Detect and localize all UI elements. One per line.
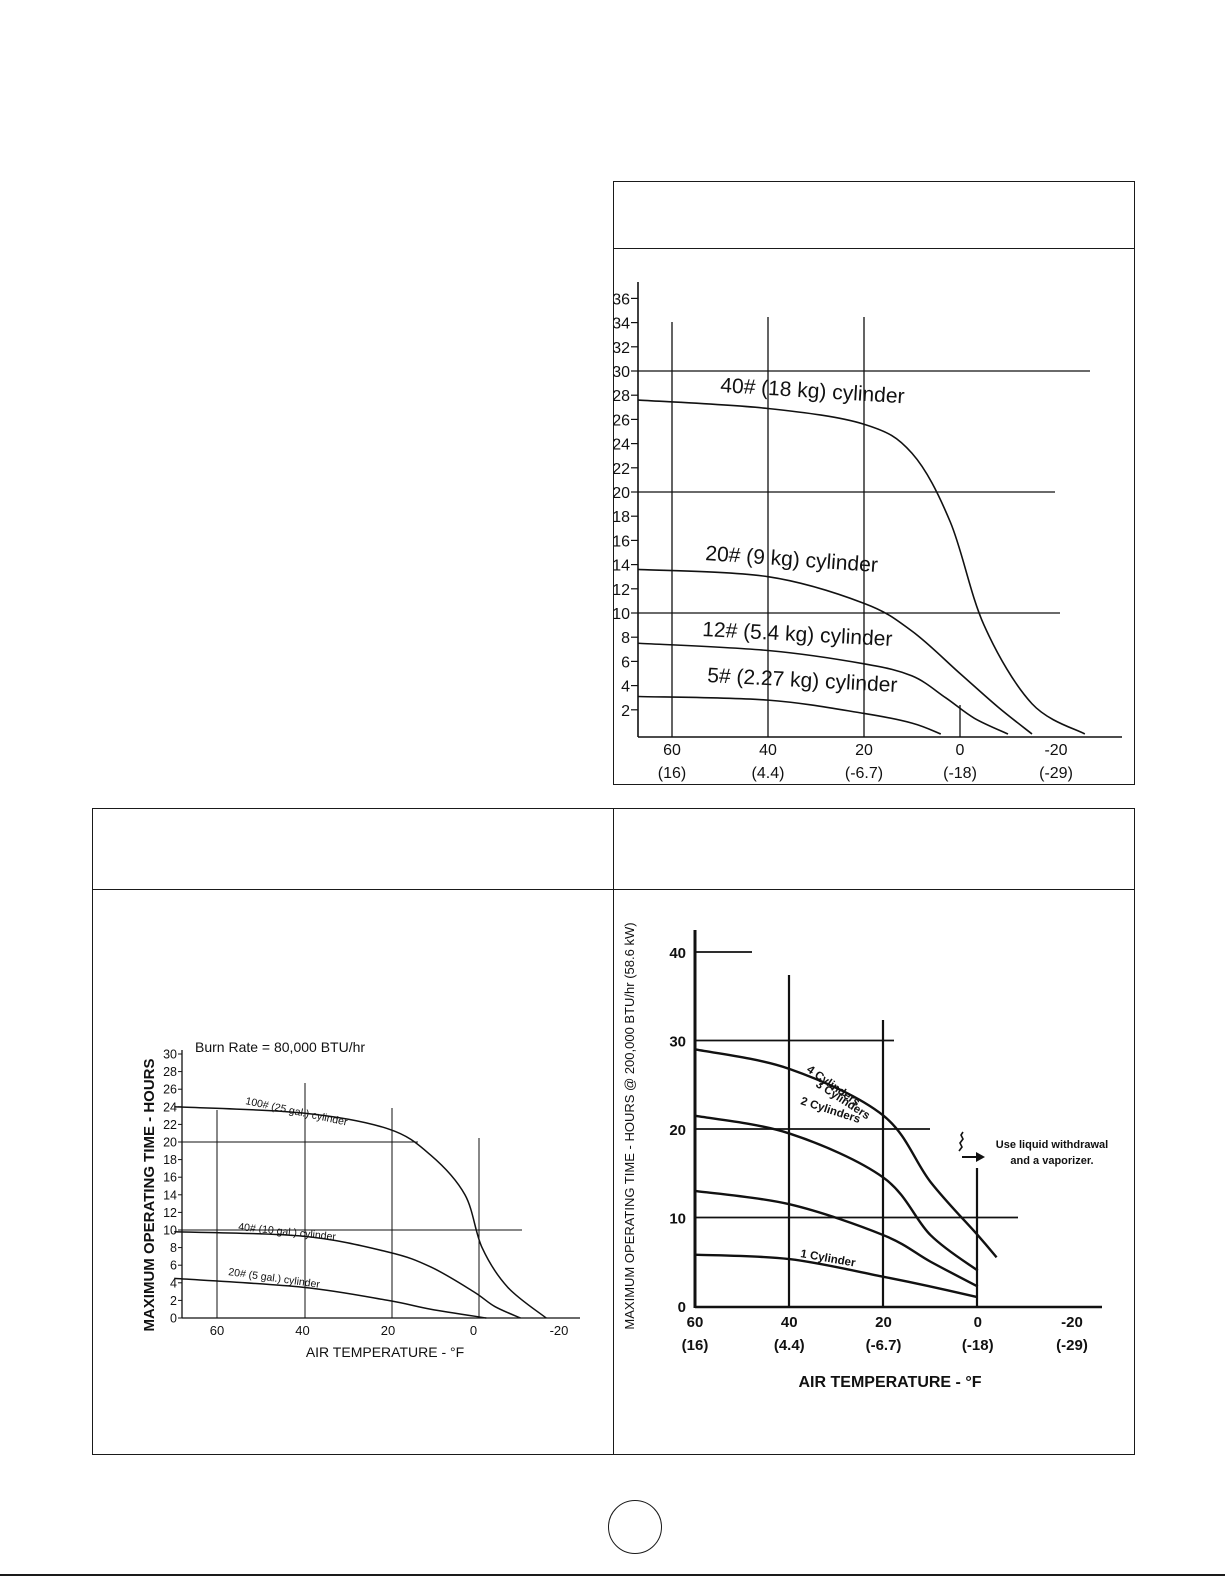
x-tick-label: -20 <box>1061 1314 1083 1331</box>
series-line <box>694 1253 979 1299</box>
x-tick-label: 20 <box>875 1314 892 1331</box>
x-tick-label: 40 <box>295 1323 309 1338</box>
series-line <box>694 1048 998 1259</box>
x-tick-label: 0 <box>470 1323 477 1338</box>
x-axis-title: AIR TEMPERATURE - °F <box>799 1374 982 1391</box>
y-tick-label: 10 <box>669 1211 686 1228</box>
series-line <box>174 1277 487 1319</box>
x-tick-label-celsius: (16) <box>682 1337 709 1354</box>
y-tick-label: 14 <box>612 558 630 575</box>
y-tick-label: 28 <box>612 388 630 405</box>
y-tick-label: 18 <box>612 509 630 526</box>
x-tick-label: 0 <box>956 742 965 759</box>
series-line <box>638 642 1009 735</box>
y-tick-label: 32 <box>612 340 630 357</box>
x-tick-label-celsius: (-18) <box>943 765 977 782</box>
chart-box-top <box>613 181 1135 785</box>
x-tick-label-celsius: (16) <box>658 765 686 782</box>
x-tick-label-celsius: (-29) <box>1039 765 1073 782</box>
x-tick-label-celsius: (-29) <box>1056 1337 1088 1354</box>
x-tick-label: 40 <box>759 742 777 759</box>
y-tick-label: 14 <box>163 1188 177 1202</box>
y-tick-label: 30 <box>163 1048 177 1062</box>
y-tick-label: 36 <box>612 291 630 308</box>
y-tick-label: 30 <box>669 1034 686 1051</box>
annotation-text: and a vaporizer. <box>1010 1155 1093 1167</box>
y-tick-label: 4 <box>621 679 630 696</box>
y-axis-title: MAXIMUM OPERATING TIME - HOURS @ 200,000… <box>622 922 637 1329</box>
page-number-circle <box>608 1500 662 1554</box>
y-tick-label: 20 <box>163 1136 177 1150</box>
x-tick-label-celsius: (-18) <box>962 1337 994 1354</box>
column-divider <box>613 809 614 1454</box>
y-tick-label: 6 <box>621 654 630 671</box>
y-tick-label: 22 <box>612 461 630 478</box>
x-tick-label: 60 <box>210 1323 224 1338</box>
y-tick-label: 20 <box>669 1122 686 1139</box>
x-tick-label: 20 <box>855 742 873 759</box>
y-tick-label: 26 <box>163 1083 177 1097</box>
y-tick-label: 30 <box>612 364 630 381</box>
x-tick-label-celsius: (4.4) <box>752 765 785 782</box>
y-tick-label: 26 <box>612 412 630 429</box>
series-line <box>638 568 1033 735</box>
y-tick-label: 22 <box>163 1118 177 1132</box>
annotation-text: Use liquid withdrawal <box>996 1139 1108 1151</box>
y-tick-label: 18 <box>163 1153 177 1167</box>
y-tick-label: 34 <box>612 316 630 333</box>
header-divider <box>614 248 1134 249</box>
x-tick-label: 40 <box>781 1314 798 1331</box>
y-tick-label: 6 <box>170 1259 177 1273</box>
annotation-arrowhead <box>976 1152 985 1162</box>
series-line <box>174 1106 547 1319</box>
x-tick-label: -20 <box>550 1323 569 1338</box>
series-line <box>694 1189 979 1288</box>
x-tick-label: 0 <box>974 1314 982 1331</box>
y-tick-label: 12 <box>163 1206 177 1220</box>
y-tick-label: 2 <box>621 703 630 720</box>
y-tick-label: 10 <box>163 1224 177 1238</box>
y-tick-label: 16 <box>163 1171 177 1185</box>
chart-title: Burn Rate = 80,000 BTU/hr <box>195 1039 365 1055</box>
y-tick-label: 20 <box>612 485 630 502</box>
y-tick-label: 0 <box>170 1312 177 1326</box>
series-line <box>694 1114 979 1272</box>
x-tick-label-celsius: (-6.7) <box>866 1337 902 1354</box>
annotation-arrow-stem <box>958 1131 964 1152</box>
x-tick-label: -20 <box>1044 742 1067 759</box>
x-tick-label: 20 <box>381 1323 395 1338</box>
series-line <box>638 695 942 735</box>
y-tick-label: 24 <box>612 437 630 454</box>
y-tick-label: 24 <box>163 1100 177 1114</box>
x-tick-label: 60 <box>687 1314 704 1331</box>
y-tick-label: 8 <box>170 1241 177 1255</box>
y-tick-label: 8 <box>621 630 630 647</box>
y-tick-label: 10 <box>612 606 630 623</box>
y-tick-label: 0 <box>678 1299 686 1316</box>
y-tick-label: 40 <box>669 945 686 962</box>
y-axis-title: MAXIMUM OPERATING TIME - HOURS <box>141 1058 158 1331</box>
y-tick-label: 4 <box>170 1276 177 1290</box>
y-tick-label: 28 <box>163 1065 177 1079</box>
series-line <box>174 1231 521 1319</box>
y-tick-label: 2 <box>170 1294 177 1308</box>
y-tick-label: 12 <box>612 582 630 599</box>
x-tick-label: 60 <box>663 742 681 759</box>
x-tick-label-celsius: (-6.7) <box>845 765 883 782</box>
series-line <box>638 399 1086 735</box>
x-tick-label-celsius: (4.4) <box>774 1337 805 1354</box>
y-tick-label: 16 <box>612 533 630 550</box>
footer-rule <box>0 1574 1225 1576</box>
chart-box-bottom <box>92 808 1135 1455</box>
x-axis-title: AIR TEMPERATURE - °F <box>306 1344 464 1360</box>
